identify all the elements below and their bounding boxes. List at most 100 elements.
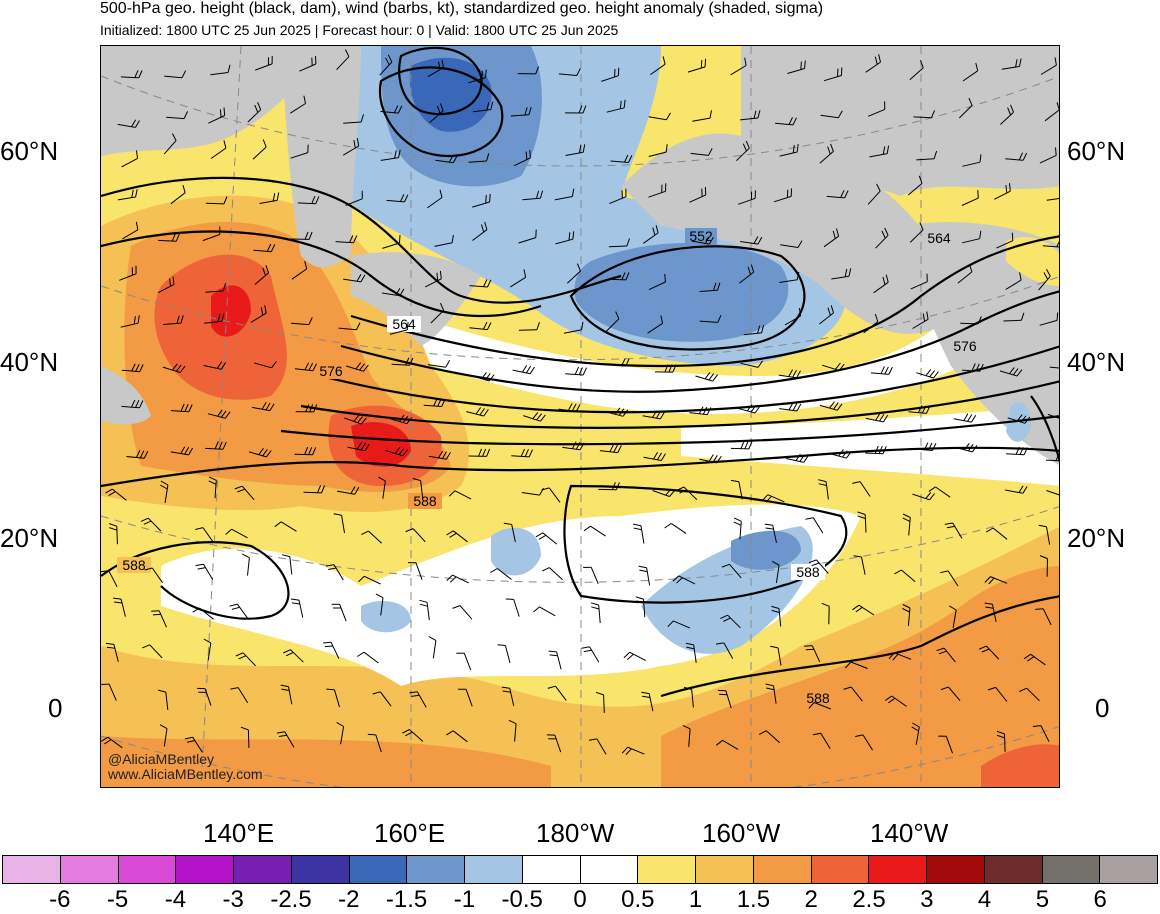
colorbar-tick-label: 1.5 [737,886,770,914]
colorbar-tick-label: 2.5 [852,886,885,914]
colorbar-swatch [985,856,1043,883]
colorbar-swatch [696,856,754,883]
wind-barb-flag [400,235,401,243]
wind-barb-flag [806,649,814,650]
colorbar-tick-label: -1.5 [386,886,427,914]
colorbar-swatch [176,856,234,883]
wind-barb-flag [482,71,483,79]
colorbar-swatch [292,856,350,883]
map-subtitle: Initialized: 1800 UTC 25 Jun 2025 | Fore… [100,22,618,38]
colorbar-tick-label: -6 [49,886,70,914]
wind-barb-flag [486,195,487,203]
wind-barb-flag [705,59,706,67]
wind-barb-flag [368,734,376,735]
wind-barb [609,246,627,247]
contour-label-576-west: 576 [319,363,343,379]
colorbar-tick-label: -1 [454,886,475,914]
colorbar-tick-label: -3 [223,886,244,914]
colorbar-tick-label: 2 [805,886,818,914]
lat-label-right-40n: 40°N [1067,347,1125,378]
lat-label-right-60n: 60°N [1067,136,1125,167]
contour-label-576-east: 576 [953,338,977,354]
anomaly-colorbar [2,855,1158,884]
colorbar-tick-label: -5 [107,886,128,914]
colorbar-tick-label: 4 [978,886,991,914]
lat-label-left-20n: 20°N [0,523,58,554]
wind-barb-flag [220,109,221,117]
lat-label-left-40n: 40°N [0,347,58,378]
wind-barb-flag [804,646,812,647]
colorbar-swatch [1043,856,1101,883]
colorbar-swatch [119,856,177,883]
wind-barb-flag [805,61,806,69]
wind-barb [248,730,249,748]
colorbar-tick-label: 0.5 [621,886,654,914]
colorbar-swatch [754,856,812,883]
colorbar-swatch [350,856,408,883]
lon-label-160e: 160°E [374,818,445,849]
lon-label-140w: 140°W [870,818,948,849]
watermark-handle: @AliciaMBentley [108,752,263,767]
colorbar-swatch [927,856,985,883]
wind-barb [206,203,224,204]
colorbar-tick-label: -0.5 [502,886,543,914]
wind-barb [608,279,626,280]
lon-label-160w: 160°W [702,818,780,849]
colorbar-tick-label: -4 [165,886,186,914]
colorbar-tick-label: -2.5 [270,886,311,914]
wind-barb-flag [978,190,979,198]
contour-label-588-b: 588 [122,557,146,573]
wind-barb-flag [705,187,706,195]
lon-label-140e: 140°E [203,818,274,849]
colorbar-swatch [812,856,870,883]
watermark-url: www.AliciaMBentley.com [108,767,263,782]
wind-barb [1003,320,1021,321]
wind-barb [1005,734,1006,752]
wind-barb [304,492,322,493]
wind-barb-flag [326,689,334,690]
wind-barb [295,454,313,455]
wind-barb-flag [701,60,702,68]
wind-barb-flag [838,69,839,77]
wind-barb-flag [323,642,331,643]
colorbar-swatch [638,856,696,883]
colorbar-swatch [869,856,927,883]
wind-barb-flag [1056,148,1057,156]
wind-barb-flag [153,614,161,615]
wind-barb-flag [224,108,225,116]
wind-barb-flag [702,189,703,197]
colorbar-swatch [1100,856,1157,883]
watermark: @AliciaMBentley www.AliciaMBentley.com [108,752,263,782]
lon-label-180w: 180°W [536,818,614,849]
wind-barb [117,526,118,544]
wind-barb-flag [490,194,491,202]
wind-barb-flag [719,694,727,695]
wind-barb [519,330,537,331]
wind-barb [731,448,749,449]
wind-barb-flag [801,62,802,70]
lat-label-right-20n: 20°N [1067,523,1125,554]
wind-barb-flag [1035,609,1043,610]
colorbar-tick-label: -2 [338,886,359,914]
map-panel: 552 564 564 576 576 588 588 588 588 [100,45,1060,788]
colorbar-tick-label: 3 [920,886,933,914]
wind-barb [604,695,605,713]
colorbar-swatch [523,856,581,883]
lat-label-right-0: 0 [1095,693,1109,724]
colorbar-swatch [581,856,639,883]
colorbar-tick-label: 5 [1036,886,1049,914]
colorbar-swatch [234,856,292,883]
contour-label-564-east: 564 [927,230,951,246]
colorbar-tick-label: 0 [573,886,586,914]
contour-label-588-c: 588 [796,564,820,580]
colorbar-swatch [61,856,119,883]
map-canvas: 552 564 564 576 576 588 588 588 588 [101,46,1060,788]
contour-label-588-a: 588 [413,493,437,509]
lat-label-left-60n: 60°N [0,136,58,167]
wind-barb-flag [1012,233,1013,241]
wind-barb-flag [486,70,487,78]
wind-barb-flag [841,68,842,76]
colorbar-swatch [465,856,523,883]
wind-barb [865,453,883,454]
